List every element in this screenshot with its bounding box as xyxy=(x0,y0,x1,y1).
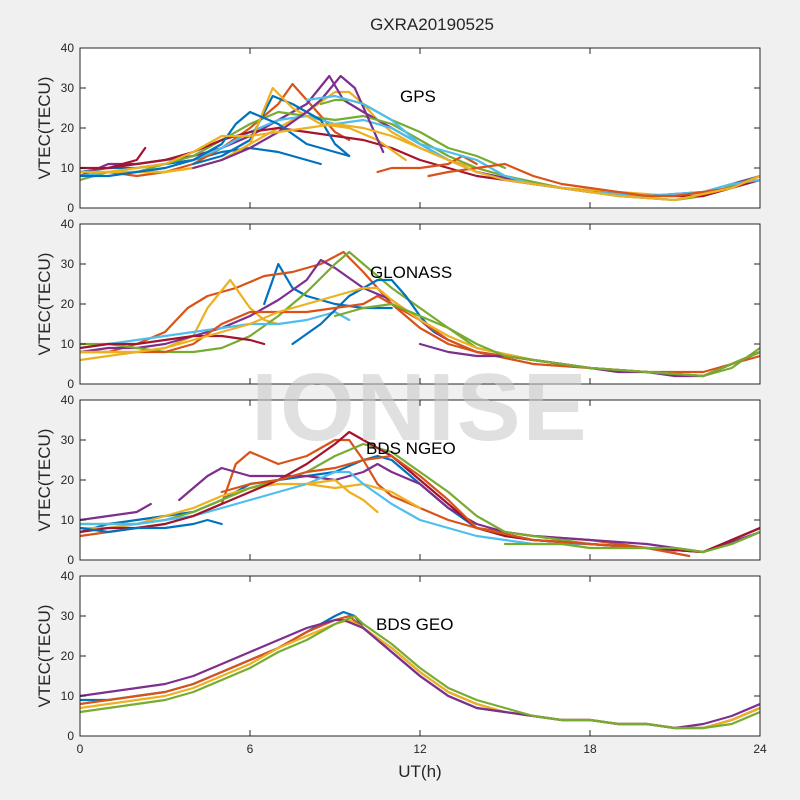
y-tick-label: 20 xyxy=(61,297,75,311)
series-line xyxy=(503,530,760,554)
series-line xyxy=(333,302,760,378)
y-tick-label: 30 xyxy=(61,433,75,447)
plot-area xyxy=(80,48,760,208)
y-tick-label: 30 xyxy=(61,81,75,95)
x-tick-label: 0 xyxy=(77,742,84,756)
series-line xyxy=(178,462,760,554)
watermark: IONISE xyxy=(251,354,588,461)
series-line xyxy=(80,502,152,522)
series-line xyxy=(291,278,436,346)
series-line xyxy=(305,94,760,198)
series-group xyxy=(80,250,760,378)
y-tick-label: 0 xyxy=(67,729,74,743)
y-tick-label: 10 xyxy=(61,513,75,527)
y-tick-label: 40 xyxy=(61,393,75,407)
y-axis-label: VTEC(TECU) xyxy=(35,253,54,356)
series-line xyxy=(427,162,760,198)
y-tick-label: 0 xyxy=(67,377,74,391)
series-line xyxy=(80,310,351,350)
y-tick-label: 20 xyxy=(61,649,75,663)
series-line xyxy=(80,146,147,170)
y-tick-label: 30 xyxy=(61,609,75,623)
y-tick-label: 0 xyxy=(67,553,74,567)
series-line xyxy=(80,250,760,374)
plot-area xyxy=(80,576,760,736)
y-tick-label: 30 xyxy=(61,257,75,271)
y-tick-label: 20 xyxy=(61,121,75,135)
series-line xyxy=(305,478,379,514)
panel-label: GPS xyxy=(400,87,436,106)
y-tick-label: 10 xyxy=(61,337,75,351)
panel-label: GLONASS xyxy=(370,263,452,282)
series-line xyxy=(80,470,677,554)
x-tick-label: 12 xyxy=(413,742,427,756)
y-tick-label: 0 xyxy=(67,201,74,215)
y-tick-label: 40 xyxy=(61,217,75,231)
series-line xyxy=(80,122,760,202)
panel-bds-geo: 0 10 20 30 40 0 6 12 18 24 VTEC(TECU) BDS GEO xyxy=(35,569,767,756)
x-tick-label: 6 xyxy=(247,742,254,756)
x-tick-label: 24 xyxy=(753,742,767,756)
y-tick-label: 40 xyxy=(61,41,75,55)
series-line xyxy=(80,82,351,178)
series-line xyxy=(80,110,351,178)
series-line xyxy=(80,278,280,362)
y-axis-label: VTEC(TECU) xyxy=(35,429,54,532)
series-line xyxy=(192,94,351,166)
chart-title: GXRA20190525 xyxy=(370,15,494,34)
series-group xyxy=(80,74,760,202)
y-axis-label: VTEC(TECU) xyxy=(35,605,54,708)
series-group xyxy=(80,430,760,558)
series-line xyxy=(80,614,760,730)
panel-gps: 0 10 20 30 40 VTEC(TECU) GPS xyxy=(35,41,761,215)
panel-glonass: 0 10 20 30 40 VTEC(TECU) GLONASS xyxy=(35,217,761,391)
panel-bds-ngeo: 0 10 20 30 40 VTEC(TECU) BDS NGEO xyxy=(35,393,761,567)
y-axis-label: VTEC(TECU) xyxy=(35,77,54,180)
panel-label: BDS NGEO xyxy=(366,439,456,458)
y-tick-label: 10 xyxy=(61,689,75,703)
series-line xyxy=(220,454,691,558)
x-tick-label: 18 xyxy=(583,742,597,756)
x-axis-label: UT(h) xyxy=(398,762,441,781)
series-line xyxy=(80,518,223,534)
y-tick-label: 20 xyxy=(61,473,75,487)
series-group xyxy=(80,610,760,730)
series-line xyxy=(80,334,266,350)
y-tick-label: 40 xyxy=(61,569,75,583)
panel-label: BDS GEO xyxy=(376,615,453,634)
y-tick-label: 10 xyxy=(61,161,75,175)
